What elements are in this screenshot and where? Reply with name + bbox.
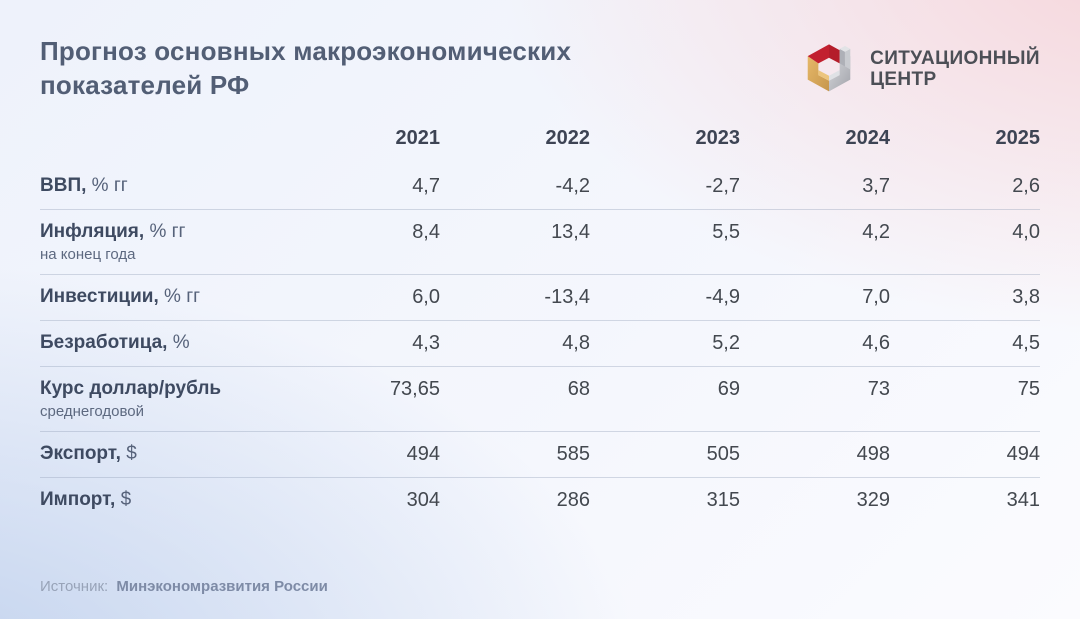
logo-text-line2: ЦЕНТР xyxy=(870,69,937,90)
value-cell: 4,0 xyxy=(1012,220,1040,243)
indicator-unit: % xyxy=(167,332,190,354)
table-row: Экспорт, $494 585 505 498 494 xyxy=(40,431,1040,478)
value-cell: -13,4 xyxy=(544,285,590,308)
year-column-header: 2021 xyxy=(395,126,441,149)
indicator-name: Импорт, xyxy=(40,489,116,511)
table-row: Инвестиции, % гг 6,0 -13,4 -4,9 7,0 3,8 xyxy=(40,274,1040,321)
indicator-label-cell: Курс доллар/рубль среднегодовой xyxy=(40,366,290,431)
indicator-name: Инфляция, xyxy=(40,220,145,242)
value-cell: 3,8 xyxy=(1012,285,1040,308)
indicator-label-cell: Безработица, % xyxy=(40,320,290,366)
indicator-label-cell: ВВП, % гг xyxy=(40,164,290,210)
hex-cube-logo-icon xyxy=(807,44,851,92)
page-title: Прогноз основных макроэкономических пока… xyxy=(40,36,572,101)
indicator-name: Безработица, xyxy=(40,332,168,354)
value-cell: 585 xyxy=(556,442,590,465)
value-cell: 4,5 xyxy=(1012,331,1040,354)
value-cell: 498 xyxy=(856,442,890,465)
logo-text-line1: СИТУАЦИОННЫЙ xyxy=(870,47,1040,69)
source-label: Источник: xyxy=(40,578,109,595)
year-column-header: 2022 xyxy=(545,126,591,149)
year-column-header: 2025 xyxy=(995,126,1041,149)
table-body: ВВП, % гг 4,7 -4,2 -2,7 3,7 2,6 Инфляция, % гг… xyxy=(40,164,1040,523)
value-cell: 6,0 xyxy=(412,285,440,308)
value-cell: 341 xyxy=(1006,488,1040,511)
indicator-label-cell: Экспорт, $ xyxy=(40,431,290,477)
value-cell: 4,2 xyxy=(862,220,890,243)
value-cell: 5,5 xyxy=(712,220,740,243)
year-column-header: 2024 xyxy=(845,126,891,149)
value-cell: 73 xyxy=(867,377,890,400)
forecast-table: 2021 2022 2023 2024 2025 ВВП, % гг 4,7 -4,2 -2,… xyxy=(40,127,1040,523)
indicator-subtitle: среднегодовой xyxy=(40,402,145,420)
indicator-label-cell: Импорт, $ xyxy=(40,477,290,523)
table-row: ВВП, % гг 4,7 -4,2 -2,7 3,7 2,6 xyxy=(40,164,1040,210)
value-cell: 68 xyxy=(567,377,590,400)
value-cell: 304 xyxy=(406,488,440,511)
indicator-subtitle: на конец года xyxy=(40,245,136,263)
value-cell: 315 xyxy=(706,488,740,511)
value-cell: 286 xyxy=(556,488,590,511)
indicator-unit: $ xyxy=(115,489,132,511)
indicator-label-cell: Инфляция, % гг на конец года xyxy=(40,209,290,274)
value-cell: -2,7 xyxy=(705,174,740,197)
value-cell: 4,7 xyxy=(412,174,440,197)
label-column-header xyxy=(40,127,290,164)
value-cell: 75 xyxy=(1017,377,1040,400)
table-row: Инфляция, % гг на конец года 8,4 13,4 5,5 4,2… xyxy=(40,209,1040,275)
value-cell: 2,6 xyxy=(1012,174,1040,197)
indicator-name: Курс доллар/рубль xyxy=(40,377,222,399)
value-cell: 4,3 xyxy=(412,331,440,354)
value-cell: 5,2 xyxy=(712,331,740,354)
indicator-name: Экспорт, xyxy=(40,443,121,465)
value-cell: 505 xyxy=(706,442,740,465)
year-header-row: 2021 2022 2023 2024 2025 xyxy=(40,126,1041,164)
value-cell: 7,0 xyxy=(862,285,890,308)
indicator-name: ВВП, xyxy=(40,175,87,197)
value-cell: 4,6 xyxy=(862,331,890,354)
value-cell: 8,4 xyxy=(412,220,440,243)
source-note: Источник: Минэкономразвития России xyxy=(40,578,328,595)
value-cell: 3,7 xyxy=(862,174,890,197)
indicator-unit: % гг xyxy=(158,286,201,308)
indicator-unit: % гг xyxy=(86,175,128,197)
value-cell: 73,65 xyxy=(389,377,440,400)
value-cell: 4,8 xyxy=(562,331,590,354)
header: Прогноз основных макроэкономических пока… xyxy=(0,0,1080,103)
value-cell: 69 xyxy=(717,377,740,400)
source-value: Минэкономразвития России xyxy=(116,578,328,595)
value-cell: -4,9 xyxy=(705,285,740,308)
value-cell: 494 xyxy=(406,442,440,465)
value-cell: 494 xyxy=(1006,442,1040,465)
table-row: Безработица, % 4,3 4,8 5,2 4,6 4,5 xyxy=(40,320,1040,367)
table-row: Курс доллар/рубль среднегодовой 73,65 68 69 7… xyxy=(40,366,1040,432)
year-column-header: 2023 xyxy=(695,126,741,149)
logo-text: СИТУАЦИОННЫЙ ЦЕНТР xyxy=(870,48,1040,91)
indicator-name: Инвестиции, xyxy=(40,286,159,308)
indicator-label-cell: Инвестиции, % гг xyxy=(40,274,290,320)
table-row: Импорт, $304 286 315 329 341 xyxy=(40,477,1040,523)
value-cell: -4,2 xyxy=(555,174,590,197)
indicator-unit: % гг xyxy=(144,220,186,242)
indicator-unit: $ xyxy=(120,443,137,465)
value-cell: 329 xyxy=(856,488,890,511)
value-cell: 13,4 xyxy=(551,220,590,243)
situation-center-logo: СИТУАЦИОННЫЙ ЦЕНТР xyxy=(801,40,1040,98)
